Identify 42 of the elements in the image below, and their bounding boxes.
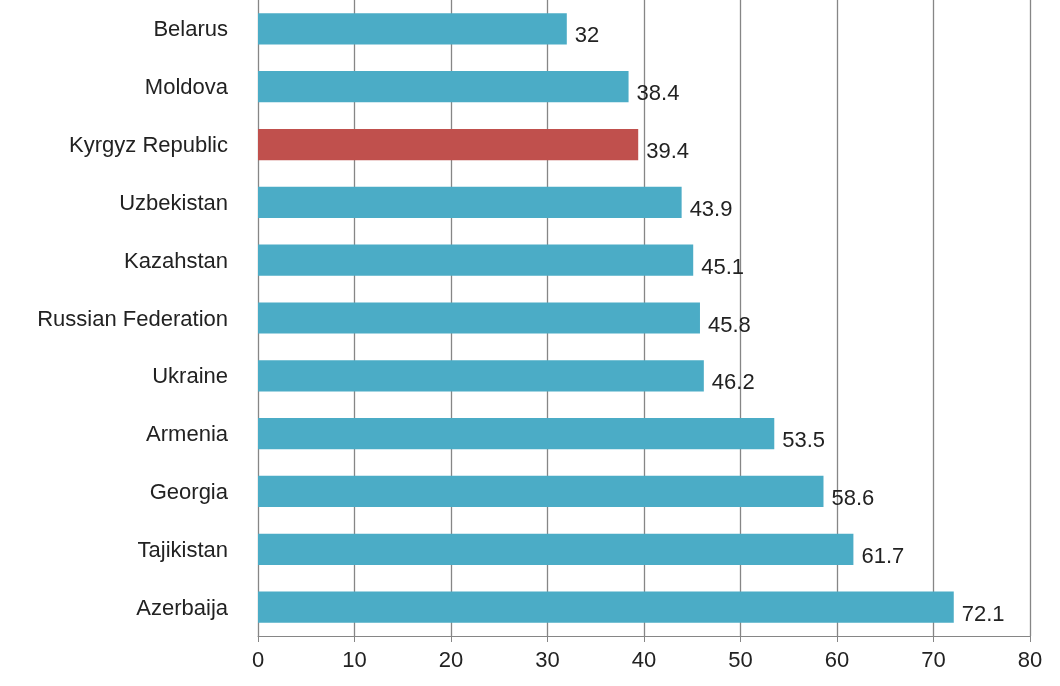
y-tick-label: Georgia bbox=[149, 478, 229, 504]
y-tick-label: Belarus bbox=[153, 16, 228, 42]
y-tick-label: Moldova bbox=[144, 74, 229, 100]
data-label: 38.4 bbox=[636, 80, 680, 106]
x-tick-label: 60 bbox=[824, 646, 850, 672]
y-tick-label: Azerbaija bbox=[136, 594, 229, 620]
x-tick-label: 80 bbox=[1017, 646, 1043, 672]
data-label: 72.1 bbox=[961, 600, 1005, 626]
y-tick-label: Tajikistan bbox=[137, 536, 228, 562]
bar bbox=[258, 533, 854, 565]
bar bbox=[258, 244, 694, 276]
x-tick-label: 10 bbox=[342, 646, 367, 672]
data-label: 39.4 bbox=[646, 138, 690, 164]
bar bbox=[258, 418, 775, 450]
bar bbox=[258, 475, 824, 508]
y-tick-label: Uzbekistan bbox=[119, 189, 228, 215]
bar bbox=[258, 71, 629, 103]
bar bbox=[258, 128, 639, 161]
y-tick-label: Armenia bbox=[146, 421, 229, 447]
data-label: 45.1 bbox=[701, 253, 745, 279]
x-tick-label: 0 bbox=[251, 646, 265, 672]
data-label: 46.2 bbox=[711, 369, 755, 395]
x-tick-label: 40 bbox=[631, 646, 657, 672]
y-tick-label: Kazahstan bbox=[124, 247, 228, 273]
x-tick-label: 30 bbox=[535, 646, 560, 672]
bar bbox=[258, 591, 954, 623]
data-label: 58.6 bbox=[831, 484, 875, 510]
y-tick-label: Kyrgyz Republic bbox=[69, 132, 228, 158]
data-label: 32 bbox=[574, 22, 600, 48]
x-tick-label: 20 bbox=[438, 646, 464, 672]
bar bbox=[258, 302, 700, 334]
data-label: 61.7 bbox=[861, 542, 905, 568]
x-tick-label: 50 bbox=[728, 646, 753, 672]
bar bbox=[258, 360, 704, 392]
x-tick-label: 70 bbox=[921, 646, 946, 672]
data-label: 53.5 bbox=[782, 427, 826, 453]
bar bbox=[258, 13, 567, 45]
data-label: 45.8 bbox=[707, 311, 751, 337]
data-label: 43.9 bbox=[689, 195, 733, 221]
bar bbox=[258, 186, 682, 218]
y-tick-label: Ukraine bbox=[152, 363, 228, 389]
y-tick-label: Russian Federation bbox=[37, 305, 228, 331]
